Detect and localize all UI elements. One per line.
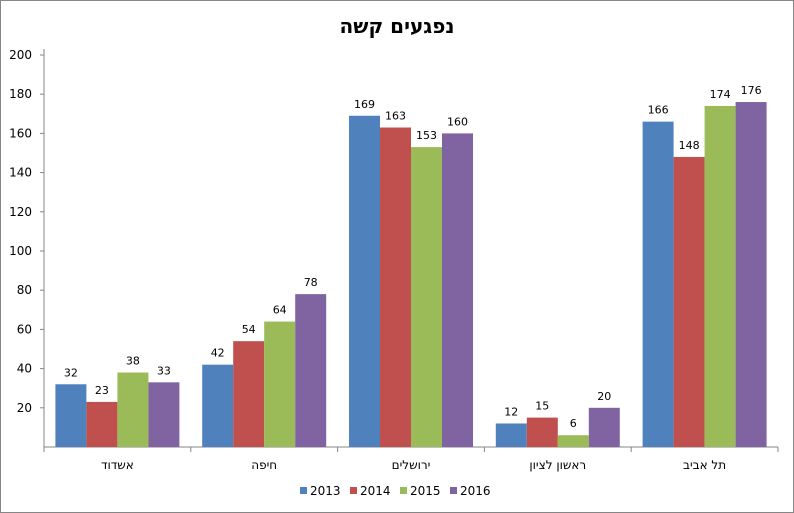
data-label: 33 xyxy=(157,364,171,377)
y-tick-label: 180 xyxy=(9,87,32,101)
bar-2014 xyxy=(233,341,265,447)
data-label: 163 xyxy=(385,110,406,123)
x-category-label: אשדוד xyxy=(101,458,134,472)
bar-2013 xyxy=(642,121,674,447)
data-label: 20 xyxy=(597,390,611,403)
y-tick-label: 60 xyxy=(17,322,32,336)
y-tick-label: 40 xyxy=(17,362,32,376)
bar-2016 xyxy=(148,382,180,447)
y-tick-label: 140 xyxy=(9,166,32,180)
bar-2013 xyxy=(55,384,87,447)
data-label: 176 xyxy=(741,84,762,97)
data-label: 64 xyxy=(273,304,287,317)
x-category-label: חיפה xyxy=(251,458,277,472)
bar-2016 xyxy=(735,102,767,447)
bar-2013 xyxy=(495,423,527,447)
legend-swatch-2015 xyxy=(400,487,407,494)
y-tick-label: 120 xyxy=(9,205,32,219)
bar-2014 xyxy=(86,401,118,447)
bar-2016 xyxy=(588,407,620,447)
y-tick-label: 20 xyxy=(17,401,32,415)
bar-2016 xyxy=(442,133,473,447)
y-tick-label: 100 xyxy=(9,244,32,258)
legend-label: 2014 xyxy=(360,484,391,498)
bar-2015 xyxy=(704,105,736,448)
data-label: 153 xyxy=(416,129,437,142)
x-category-label: ירושלים xyxy=(392,458,431,472)
data-label: 169 xyxy=(354,98,375,111)
data-label: 32 xyxy=(64,366,78,379)
data-label: 160 xyxy=(447,115,468,128)
data-label: 23 xyxy=(95,384,109,397)
bar-2014 xyxy=(380,127,411,448)
bar-2013 xyxy=(202,364,234,447)
legend-swatch-2013 xyxy=(300,487,307,494)
data-label: 54 xyxy=(242,323,256,336)
data-label: 174 xyxy=(710,88,731,101)
data-label: 78 xyxy=(304,276,318,289)
bar-2015 xyxy=(264,321,296,447)
y-tick-label: 80 xyxy=(17,283,32,297)
legend-label: 2016 xyxy=(460,484,491,498)
x-category-label: תל אביב xyxy=(683,458,726,472)
bar-2015 xyxy=(411,147,442,447)
data-label: 6 xyxy=(570,417,577,430)
bar-2015 xyxy=(557,435,589,447)
bar-2016 xyxy=(295,294,327,447)
y-tick-label: 200 xyxy=(9,48,32,62)
data-label: 42 xyxy=(211,347,225,360)
x-category-label: ראשון לציון xyxy=(529,458,586,472)
y-tick-label: 160 xyxy=(9,126,32,140)
bar-2014 xyxy=(526,417,558,447)
legend-swatch-2014 xyxy=(350,487,357,494)
data-label: 38 xyxy=(126,355,140,368)
data-label: 15 xyxy=(535,400,549,413)
bar-2015 xyxy=(117,372,149,447)
data-label: 12 xyxy=(504,405,518,418)
legend-label: 2013 xyxy=(310,484,341,498)
data-label: 148 xyxy=(679,139,700,152)
bar-2014 xyxy=(673,156,705,448)
chart-title: נפגעים קשה xyxy=(340,14,455,38)
bar-2013 xyxy=(349,115,380,447)
legend-label: 2015 xyxy=(410,484,441,498)
legend-swatch-2016 xyxy=(450,487,457,494)
data-label: 166 xyxy=(648,104,669,117)
